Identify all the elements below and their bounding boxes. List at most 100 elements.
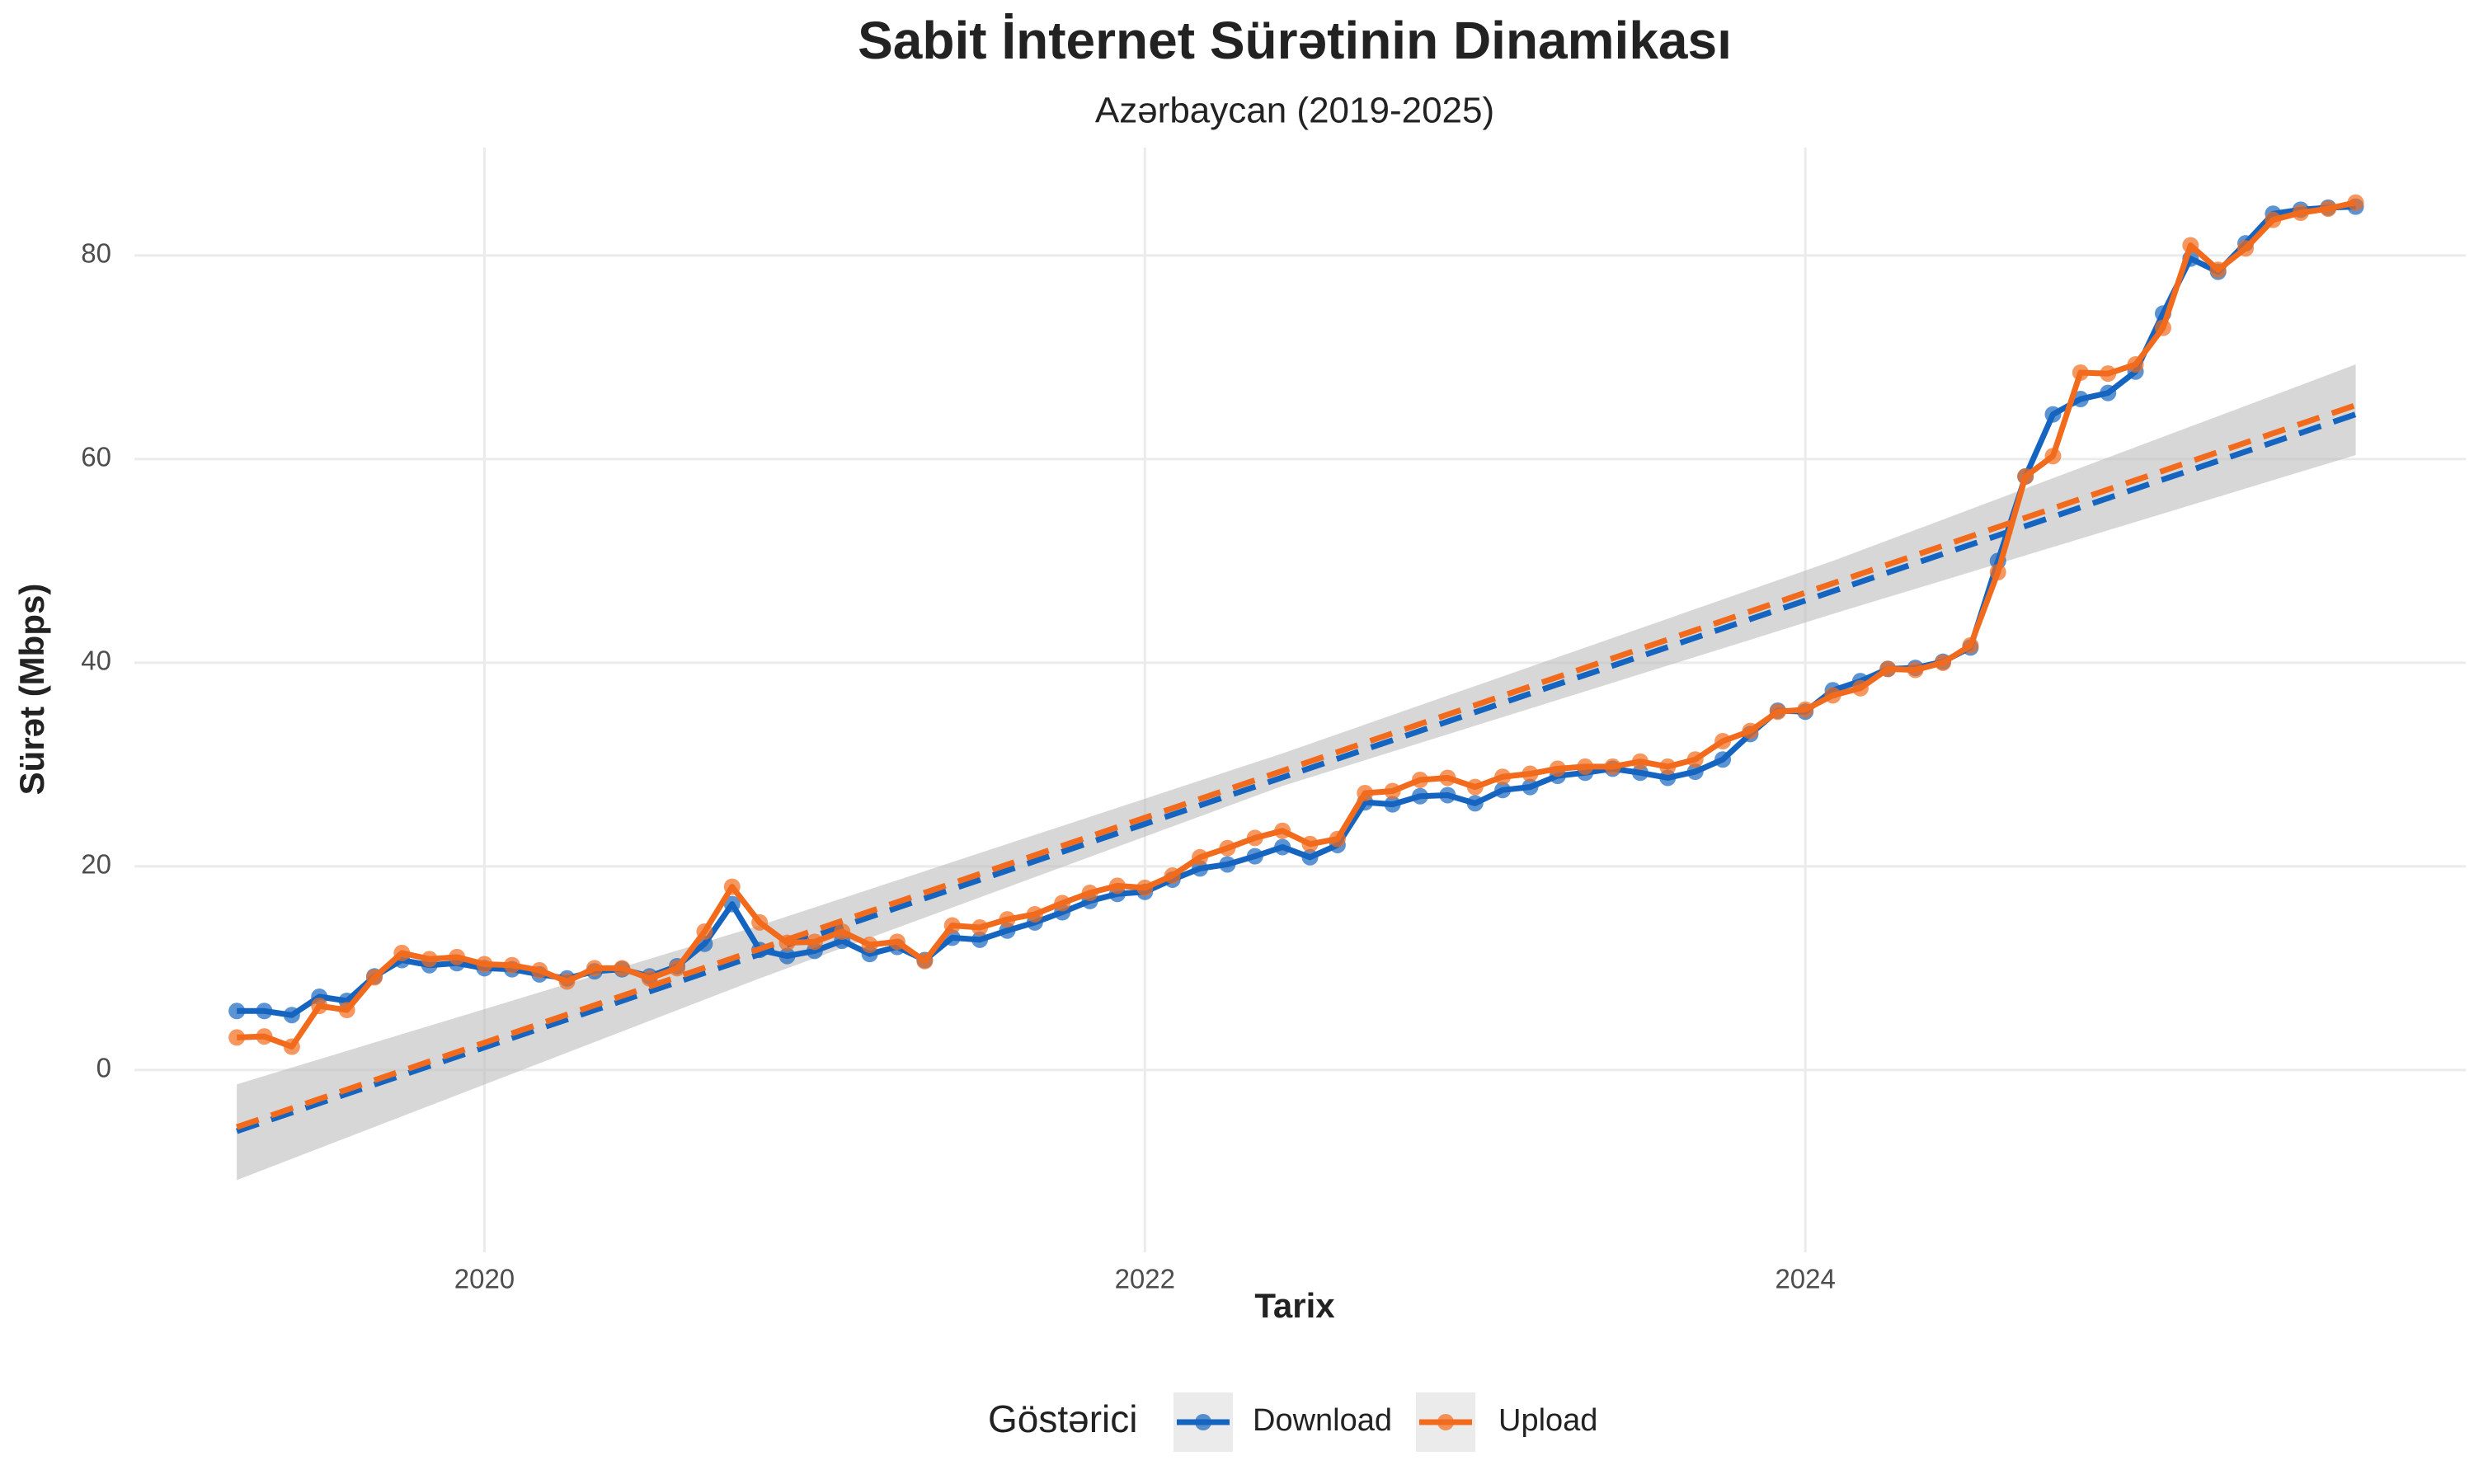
legend-label: Download xyxy=(1253,1403,1392,1438)
data-point xyxy=(1301,848,1319,866)
data-point xyxy=(1824,687,1841,704)
data-point xyxy=(2182,237,2199,254)
data-point xyxy=(971,931,989,948)
data-point xyxy=(1714,733,1732,750)
data-point xyxy=(614,960,631,977)
data-point xyxy=(1714,751,1732,768)
data-point xyxy=(449,948,466,965)
data-point xyxy=(1357,785,1374,802)
data-point xyxy=(1466,778,1484,796)
data-point xyxy=(1879,660,1897,678)
data-point xyxy=(1329,830,1346,848)
data-point xyxy=(1797,701,1814,718)
chart-title: Sabit İnternet Sürətinin Dinamikası xyxy=(858,11,1732,70)
data-point xyxy=(1136,879,1154,896)
legend-key-point xyxy=(1195,1414,1211,1430)
data-point xyxy=(2044,448,2062,465)
confidence-band xyxy=(237,364,2356,1181)
data-point xyxy=(1934,654,1951,671)
data-point xyxy=(2209,261,2227,279)
data-point xyxy=(1686,763,1704,781)
data-point xyxy=(1301,835,1319,852)
data-point xyxy=(1686,751,1704,768)
data-point xyxy=(2072,391,2089,408)
data-point xyxy=(1026,905,1043,923)
data-point xyxy=(834,923,851,940)
data-point xyxy=(2044,406,2062,423)
data-point xyxy=(586,960,603,977)
data-point xyxy=(1466,795,1484,812)
data-point xyxy=(1989,564,2006,581)
data-point xyxy=(2100,384,2117,402)
data-point xyxy=(421,951,438,968)
y-tick-label: 80 xyxy=(81,238,111,269)
data-point xyxy=(1907,661,1924,679)
plot-area xyxy=(228,194,2364,1181)
data-point xyxy=(1274,822,1291,839)
data-point xyxy=(2237,240,2255,257)
data-point xyxy=(1522,765,1539,782)
data-point xyxy=(2320,200,2337,218)
legend-title: Göstərici xyxy=(988,1397,1137,1440)
data-point xyxy=(1577,758,1594,775)
data-point xyxy=(1246,829,1263,847)
data-point xyxy=(669,960,686,977)
data-point xyxy=(228,1029,246,1046)
data-point xyxy=(1411,771,1428,788)
data-point xyxy=(1219,856,1236,873)
data-point xyxy=(531,961,548,979)
data-point xyxy=(1439,769,1456,787)
data-point xyxy=(1494,768,1512,786)
data-point xyxy=(1769,703,1786,721)
data-point xyxy=(1851,679,1869,697)
grid: 0 20 40 60 80 2020 2022 2024 xyxy=(81,148,2466,1294)
data-point xyxy=(696,923,713,940)
y-tick-label: 20 xyxy=(81,849,111,880)
legend-key-point xyxy=(1437,1414,1454,1430)
data-point xyxy=(393,944,411,961)
data-point xyxy=(2127,356,2144,373)
data-point xyxy=(1604,758,1621,775)
y-tick-label: 0 xyxy=(96,1053,111,1083)
data-point xyxy=(311,998,328,1015)
data-point xyxy=(888,933,905,951)
y-tick-label: 40 xyxy=(81,646,111,676)
data-point xyxy=(1742,722,1759,740)
data-point xyxy=(641,970,658,987)
data-point xyxy=(1439,787,1456,804)
data-point xyxy=(1246,848,1263,865)
x-tick-label: 2020 xyxy=(454,1264,515,1294)
trend-line xyxy=(236,411,2357,1134)
data-point xyxy=(1274,838,1291,856)
data-point xyxy=(365,969,383,986)
data-point xyxy=(503,956,520,974)
data-point xyxy=(228,1003,246,1020)
data-point xyxy=(256,1003,273,1020)
data-point xyxy=(1522,778,1539,796)
x-tick-label: 2024 xyxy=(1775,1264,1835,1294)
data-point xyxy=(2347,194,2364,211)
data-point xyxy=(1054,895,1071,912)
data-point xyxy=(1631,753,1649,770)
data-point xyxy=(1962,636,1979,654)
data-point xyxy=(2265,211,2282,228)
data-point xyxy=(723,895,741,913)
data-point xyxy=(283,1038,300,1055)
data-point xyxy=(1164,867,1181,885)
y-tick-label: 60 xyxy=(81,442,111,472)
series-line xyxy=(237,200,2357,1050)
data-point xyxy=(723,878,741,895)
data-point xyxy=(2154,319,2171,336)
data-point xyxy=(1192,848,1209,866)
data-point xyxy=(1384,796,1401,813)
data-point xyxy=(1494,782,1512,799)
legend: Göstərici Download Upload xyxy=(988,1392,1597,1452)
data-point xyxy=(2072,364,2089,381)
x-tick-label: 2022 xyxy=(1115,1264,1175,1294)
data-point xyxy=(1081,885,1098,902)
data-point xyxy=(778,947,796,965)
data-point xyxy=(558,973,576,990)
data-point xyxy=(476,956,493,973)
x-axis-label: Tarix xyxy=(1254,1286,1335,1325)
data-point xyxy=(2100,365,2117,383)
